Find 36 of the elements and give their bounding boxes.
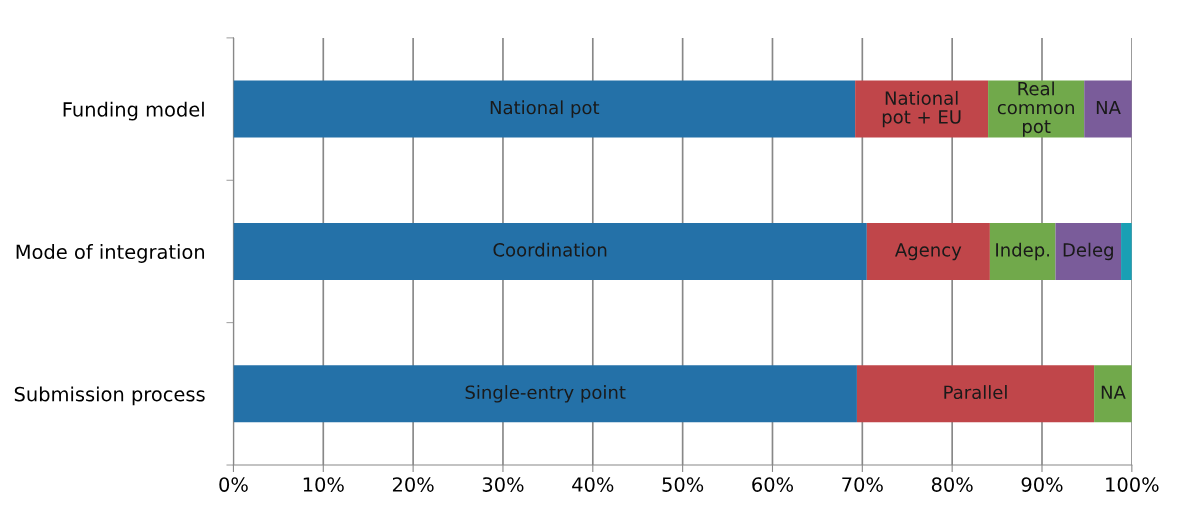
x-tick-label: 50%: [662, 477, 704, 492]
x-tick-label: 10%: [303, 477, 344, 492]
x-tick-label: 70%: [842, 477, 883, 492]
x-tick-label: 0%: [219, 477, 248, 492]
data-label: Coordination: [493, 242, 607, 257]
bar: [1121, 222, 1132, 280]
data-label: Deleg: [1063, 242, 1113, 261]
y-tick-label: Mode of integration: [16, 244, 205, 263]
x-tick-label: 100%: [1106, 477, 1159, 492]
bar: [866, 222, 990, 280]
y-tick-label: Funding model: [63, 101, 204, 121]
data-label: National pot + EU: [882, 90, 961, 128]
x-tick-label: 90%: [1021, 477, 1063, 492]
data-label: Agency: [895, 243, 962, 261]
bar: [855, 80, 989, 138]
bar: [233, 222, 867, 280]
data-label: NA: [1101, 385, 1126, 399]
bar: [1055, 222, 1122, 280]
x-tick-label: 80%: [931, 477, 973, 492]
x-tick-label: 30%: [482, 477, 524, 492]
bar: [989, 222, 1056, 280]
x-tick-label: 40%: [572, 477, 614, 492]
bar: [233, 80, 856, 138]
data-label: Real common pot: [997, 81, 1074, 137]
y-tick-label: Submission process: [14, 386, 205, 406]
x-tick-label: 20%: [392, 477, 434, 492]
data-label: Single-entry point: [465, 385, 626, 403]
data-label: Indep.: [996, 242, 1049, 261]
data-label: Parallel: [944, 385, 1007, 400]
data-label: NA: [1096, 100, 1121, 115]
bar: [233, 365, 857, 423]
data-label: National pot: [490, 100, 600, 118]
bar: [856, 365, 1095, 423]
bar: [1094, 365, 1132, 423]
bar: [1084, 80, 1132, 138]
x-tick-label: 60%: [752, 477, 794, 492]
